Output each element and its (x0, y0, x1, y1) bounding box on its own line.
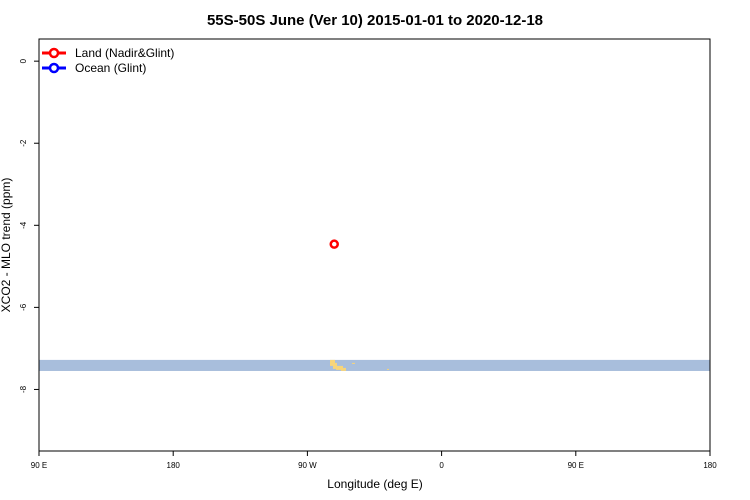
x-tick-label: 90 W (298, 461, 317, 470)
y-tick-label: -4 (19, 221, 28, 229)
x-tick-label: 180 (167, 461, 181, 470)
x-axis: 90 E 180 90 W 0 90 E 180 (31, 451, 717, 470)
data-point (329, 239, 339, 249)
chart-title: 55S-50S June (Ver 10) 2015-01-01 to 2020… (207, 12, 543, 29)
legend-marker-land (48, 47, 60, 59)
plot-frame (38, 38, 711, 452)
y-tick-label: -6 (19, 303, 28, 311)
land-patch (352, 362, 355, 364)
x-tick-label: 90 E (31, 461, 47, 470)
y-tick-label: -8 (19, 385, 28, 393)
land-patch (333, 362, 337, 369)
y-axis-label: XCO2 - MLO trend (ppm) (0, 178, 13, 313)
legend-label-ocean: Ocean (Glint) (75, 61, 146, 75)
ocean-band (39, 359, 710, 371)
legend-label-land: Land (Nadir&Glint) (75, 46, 174, 60)
legend-marker-ocean (48, 62, 60, 74)
x-axis-label: Longitude (deg E) (327, 477, 422, 491)
x-tick-label: 0 (439, 461, 444, 470)
land-patch (330, 359, 335, 366)
legend: Land (Nadir&Glint) Ocean (Glint) (42, 46, 174, 75)
land-patch (387, 368, 389, 370)
x-tick-label: 180 (703, 461, 717, 470)
y-tick-label: -2 (19, 139, 28, 147)
map-strip (39, 359, 710, 371)
x-tick-label: 90 E (568, 461, 584, 470)
land-patch (336, 365, 343, 370)
y-axis: 0 -2 -4 -6 -8 (19, 58, 39, 393)
data-points (329, 239, 339, 249)
land-patch (341, 367, 346, 371)
y-tick-label: 0 (19, 58, 28, 63)
